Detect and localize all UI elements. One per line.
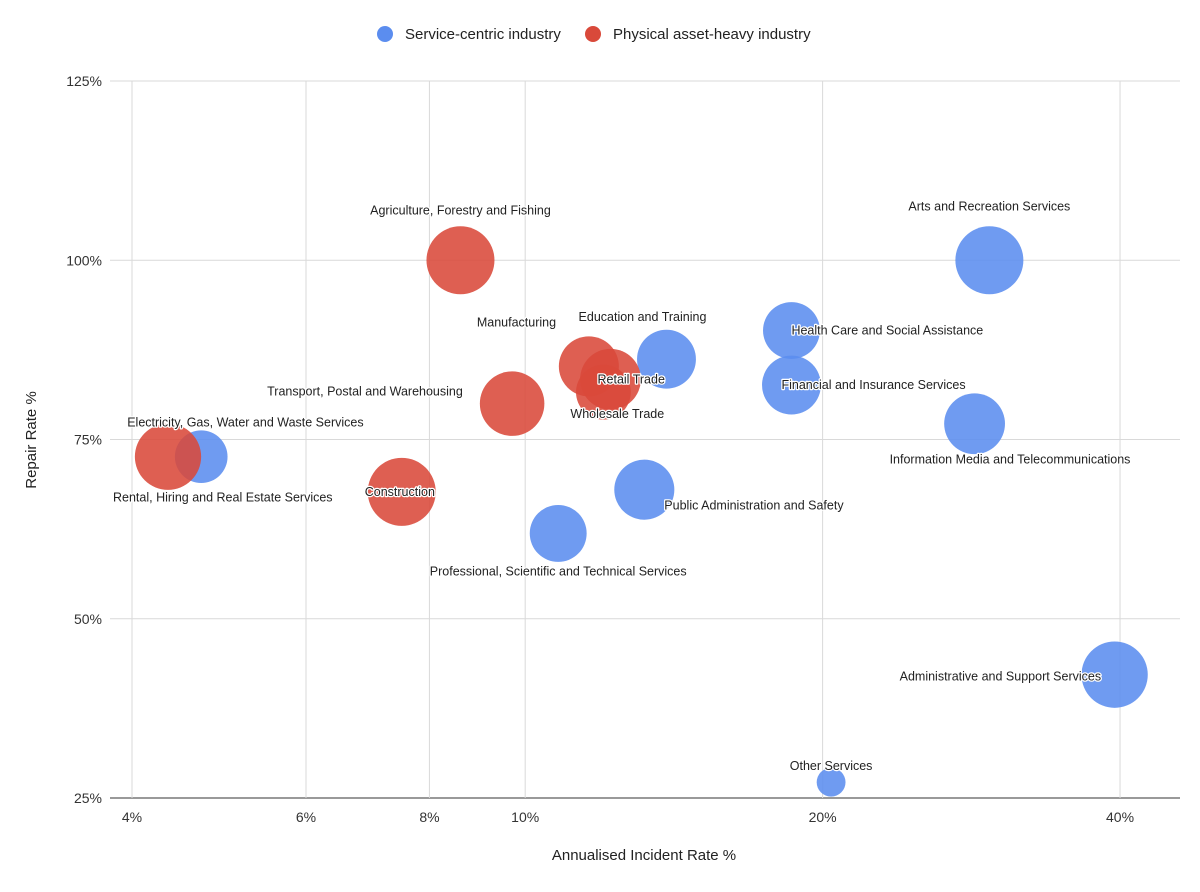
bubble-information-media-and-telecommunications[interactable]	[944, 393, 1005, 455]
point-label: Health Care and Social Assistance	[791, 324, 983, 338]
axis-ticks: 25% 50% 75% 100% 125% 4% 6% 8% 10% 20% 40%	[66, 73, 1134, 825]
point-label: Professional, Scientific and Technical S…	[430, 564, 687, 578]
point-label: Rental, Hiring and Real Estate Services	[113, 491, 333, 505]
legend-label: Physical asset-heavy industry	[613, 26, 811, 43]
bubble-agriculture-forestry-and-fishing[interactable]	[426, 226, 495, 295]
point-labels: Arts and Recreation Services Health Care …	[112, 198, 1132, 774]
x-tick-label: 20%	[809, 809, 837, 825]
point-label: Administrative and Support Services	[900, 670, 1101, 684]
bubble-construction[interactable]	[367, 457, 436, 526]
y-tick-label: 125%	[66, 73, 102, 89]
bubble-professional-scientific-and-technical-services[interactable]	[529, 504, 587, 562]
point-label: Electricity, Gas, Water and Waste Servic…	[127, 416, 363, 430]
point-label: Transport, Postal and Warehousing	[267, 385, 463, 399]
bubble-financial-and-insurance-services[interactable]	[762, 355, 821, 415]
point-label: Public Administration and Safety	[664, 499, 844, 513]
y-tick-label: 25%	[74, 790, 102, 806]
x-tick-label: 4%	[122, 809, 142, 825]
bubble-arts-and-recreation-services[interactable]	[955, 226, 1024, 295]
y-tick-label: 100%	[66, 252, 102, 268]
x-tick-label: 8%	[419, 809, 439, 825]
legend-marker	[377, 26, 393, 42]
point-label: Financial and Insurance Services	[781, 378, 965, 392]
bubble-education-and-training[interactable]	[637, 329, 696, 389]
gridlines	[110, 80, 1180, 799]
point-label: Other Services	[790, 759, 873, 773]
point-label: Information Media and Telecommunications	[890, 453, 1131, 467]
bubbles	[134, 226, 1148, 797]
legend-marker	[585, 26, 601, 42]
y-tick-label: 75%	[74, 432, 102, 448]
bubble-health-care-and-social-assistance[interactable]	[763, 302, 820, 359]
y-axis-title: Repair Rate %	[23, 391, 40, 489]
bubble-transport-postal-and-warehousing[interactable]	[479, 371, 545, 436]
bubble-administrative-and-support-services[interactable]	[1081, 641, 1148, 708]
bubble-wholesale-trade[interactable]	[576, 364, 631, 420]
bubble-rental-hiring-and-real-estate-services[interactable]	[134, 423, 202, 490]
x-tick-label: 10%	[511, 809, 539, 825]
legend-label: Service-centric industry	[405, 26, 561, 43]
y-tick-label: 50%	[74, 611, 102, 627]
x-tick-label: 40%	[1106, 809, 1134, 825]
point-label: Agriculture, Forestry and Fishing	[370, 203, 551, 217]
point-label: Retail Trade	[598, 372, 665, 386]
point-label: Arts and Recreation Services	[908, 199, 1070, 213]
legend: Service-centric industry Physical asset-h…	[377, 26, 811, 43]
bubble-other-services[interactable]	[816, 767, 846, 797]
point-label: Construction	[365, 485, 435, 499]
bubble-public-administration-and-safety[interactable]	[614, 459, 675, 520]
x-tick-label: 6%	[296, 809, 316, 825]
point-label: Manufacturing	[477, 315, 556, 329]
point-label: Wholesale Trade	[570, 407, 664, 421]
point-label: Education and Training	[579, 310, 707, 324]
x-axis-title: Annualised Incident Rate %	[552, 847, 736, 864]
